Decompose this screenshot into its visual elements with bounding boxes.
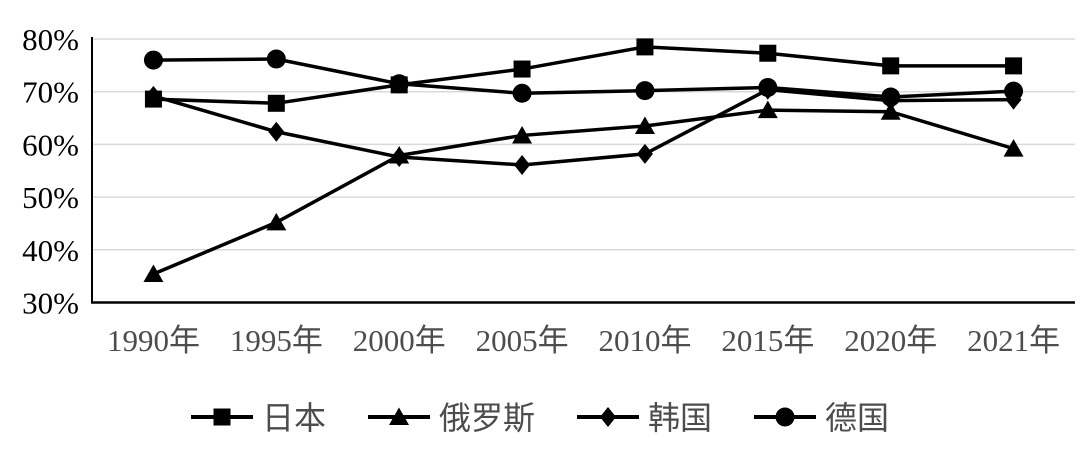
korea-marker: [514, 154, 531, 175]
legend-label-germany: 德国: [825, 400, 889, 436]
russia-marker: [143, 264, 164, 283]
russia-marker: [757, 100, 778, 119]
x-tick-label: 2005年: [476, 323, 569, 358]
japan-marker: [636, 38, 654, 56]
russia-marker: [512, 125, 533, 144]
germany-marker: [143, 50, 163, 70]
russia-marker: [1003, 139, 1024, 157]
japan-marker: [882, 57, 900, 75]
japan-marker: [513, 60, 531, 78]
series-line-russia: [152, 108, 1015, 276]
x-tick-label: 2021年: [967, 323, 1060, 358]
series-line-japan: [153, 45, 1014, 106]
japan-marker: [1005, 57, 1023, 75]
russia-marker: [389, 145, 410, 164]
japan-marker: [759, 44, 777, 62]
legend-swatch-japan: [213, 408, 231, 426]
japan-marker: [390, 76, 408, 94]
russia-marker: [880, 102, 901, 120]
germany-marker: [758, 77, 778, 97]
korea-marker: [268, 121, 285, 142]
series-line-korea: [152, 87, 1014, 167]
series-line-germany: [153, 57, 1014, 99]
legend-label-russia: 俄罗斯: [439, 400, 535, 436]
x-tick-label: 2010年: [598, 323, 691, 358]
x-tick-label: 2020年: [844, 323, 937, 358]
y-tick-label: 30%: [22, 286, 79, 321]
legend-swatch-korea: [600, 407, 616, 427]
y-tick-label: 80%: [22, 22, 79, 57]
germany-marker: [512, 83, 532, 103]
japan-marker: [144, 90, 162, 108]
y-tick-label: 50%: [22, 180, 79, 215]
korea-marker: [636, 143, 653, 164]
germany-marker: [881, 87, 901, 107]
russia-marker: [634, 116, 655, 134]
x-tick-label: 2000年: [353, 323, 446, 358]
germany-marker: [1004, 81, 1024, 101]
y-tick-label: 40%: [22, 233, 79, 268]
y-tick-label: 60%: [22, 127, 79, 162]
legend-swatch-germany: [775, 407, 795, 427]
x-tick-label: 2015年: [721, 323, 814, 358]
legend-label-korea: 韩国: [648, 400, 712, 436]
x-tick-label: 1990年: [107, 323, 200, 358]
germany-marker: [266, 49, 286, 69]
y-tick-label: 70%: [22, 75, 79, 110]
legend-label-japan: 日本: [262, 400, 326, 436]
germany-marker: [635, 81, 655, 101]
russia-marker: [266, 212, 287, 231]
japan-marker: [267, 94, 285, 112]
legend-swatch-russia: [389, 407, 409, 425]
x-tick-label: 1995年: [230, 323, 323, 358]
